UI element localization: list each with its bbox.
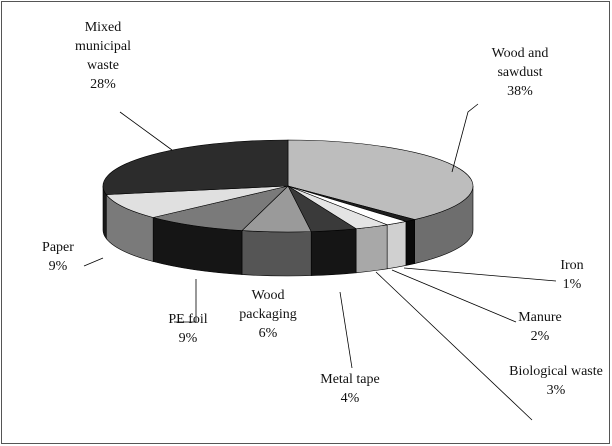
value-label: 3%	[546, 383, 566, 398]
leader-line	[451, 103, 479, 173]
leader-line	[403, 267, 557, 282]
slice	[102, 139, 289, 195]
value-label: 4%	[340, 391, 360, 406]
slice-label: Manure 2%	[505, 308, 575, 346]
value-label: 1%	[562, 277, 582, 292]
slice-tops	[102, 139, 474, 233]
leader-line	[375, 271, 533, 421]
category-name: Paper	[42, 240, 74, 255]
leader-line	[83, 257, 104, 267]
slice-label: PE foil 9%	[153, 310, 223, 348]
slice-label: Wood and sawdust 38%	[473, 44, 568, 101]
slice-label: Paper 9%	[28, 238, 88, 276]
slice-side	[310, 228, 357, 276]
value-label: 9%	[178, 331, 198, 346]
category-name: Metal tape	[320, 372, 380, 387]
slice-side	[355, 224, 388, 274]
slice-label: Mixed municipal waste 28%	[58, 18, 148, 94]
value-label: 38%	[507, 84, 533, 99]
category-name: Wood and sawdust	[491, 46, 549, 80]
slice-side	[241, 230, 312, 277]
slice-side	[386, 221, 407, 270]
leader-line	[391, 269, 517, 323]
slice	[105, 185, 289, 218]
slice	[153, 185, 289, 231]
slice-label: Iron 1%	[542, 256, 602, 294]
slice-label: Metal tape 4%	[300, 370, 400, 408]
category-name: Wood packaging	[239, 288, 297, 322]
category-name: PE foil	[168, 312, 208, 327]
slice	[287, 139, 474, 220]
value-label: 9%	[48, 259, 68, 274]
leader-line	[174, 279, 197, 323]
slice-label: Wood packaging 6%	[223, 286, 313, 343]
value-label: 6%	[258, 326, 278, 341]
leader-line	[339, 291, 353, 369]
value-label: 2%	[530, 329, 550, 344]
category-name: Iron	[560, 258, 584, 273]
category-name: Biological waste	[509, 364, 603, 379]
category-name: Manure	[518, 310, 562, 325]
slice-side	[405, 219, 415, 266]
slice-label: Biological waste 3%	[509, 362, 604, 400]
value-label: 28%	[90, 77, 116, 92]
category-name: Mixed municipal waste	[75, 20, 131, 73]
slice-sides	[102, 185, 474, 277]
leader-line	[119, 111, 173, 151]
